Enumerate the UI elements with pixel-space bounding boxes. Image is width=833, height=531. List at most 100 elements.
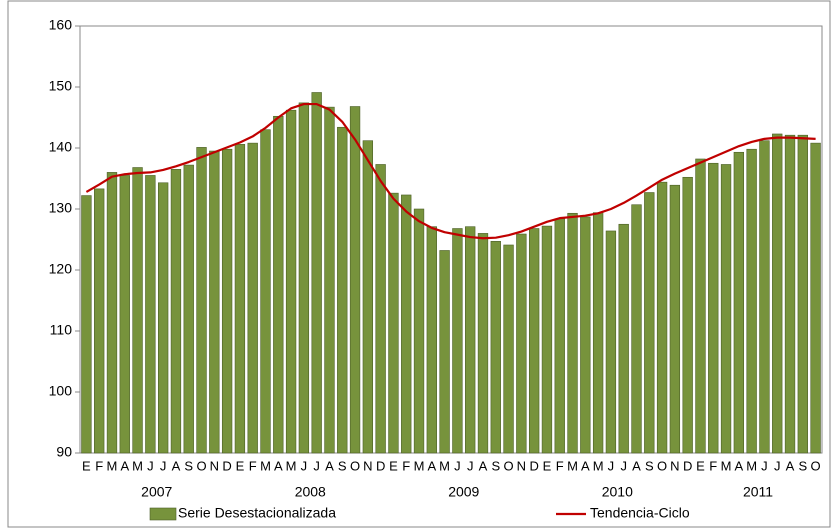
bar bbox=[221, 148, 233, 454]
x-tick-label: J bbox=[313, 458, 320, 473]
x-tick-label: M bbox=[260, 458, 271, 473]
x-tick-label: M bbox=[721, 458, 732, 473]
x-tick-label: E bbox=[543, 458, 552, 473]
bar bbox=[145, 175, 156, 454]
x-tick-label: J bbox=[608, 458, 615, 473]
trend-line bbox=[85, 102, 816, 240]
bar bbox=[106, 172, 118, 454]
y-tick-label: 110 bbox=[50, 322, 73, 338]
x-tick-label: A bbox=[786, 458, 795, 473]
year-label: 2010 bbox=[602, 484, 633, 500]
x-tick-label: F bbox=[95, 458, 103, 473]
bar bbox=[772, 133, 783, 454]
bar bbox=[618, 223, 629, 454]
x-tick-label: J bbox=[147, 458, 154, 473]
x-tick-label: N bbox=[210, 458, 219, 473]
bar bbox=[669, 184, 681, 454]
x-tick-label: J bbox=[301, 458, 308, 473]
bar bbox=[362, 140, 374, 454]
year-label: 2009 bbox=[448, 484, 479, 500]
x-tick-label: D bbox=[529, 458, 538, 473]
bar bbox=[528, 228, 540, 454]
x-tick-label: S bbox=[798, 458, 807, 473]
y-tick-label: 160 bbox=[49, 17, 73, 33]
x-tick-label: M bbox=[132, 458, 143, 473]
bar bbox=[234, 144, 246, 454]
x-tick-label: F bbox=[556, 458, 564, 473]
bar bbox=[695, 158, 706, 454]
bar bbox=[733, 151, 745, 454]
y-tick-label: 120 bbox=[49, 261, 73, 277]
bar bbox=[720, 164, 732, 454]
x-tick-label: M bbox=[593, 458, 604, 473]
bar bbox=[401, 194, 412, 454]
legend-swatch bbox=[149, 507, 177, 521]
bar bbox=[81, 195, 92, 454]
bar bbox=[541, 225, 553, 454]
bar bbox=[337, 126, 348, 454]
bar bbox=[708, 162, 719, 454]
x-tick-label: O bbox=[350, 458, 360, 473]
x-tick-label: J bbox=[620, 458, 627, 473]
x-tick-label: J bbox=[454, 458, 461, 473]
x-tick-label: A bbox=[632, 458, 641, 473]
x-tick-label: J bbox=[467, 458, 474, 473]
bar bbox=[94, 188, 105, 454]
bar bbox=[567, 212, 578, 454]
bar bbox=[183, 164, 194, 454]
x-tick-label: E bbox=[696, 458, 705, 473]
legend-label: Tendencia-Ciclo bbox=[590, 505, 690, 521]
bar bbox=[784, 134, 796, 454]
bar bbox=[759, 140, 770, 454]
x-tick-label: F bbox=[402, 458, 410, 473]
year-label: 2007 bbox=[141, 484, 172, 500]
x-tick-label: S bbox=[338, 458, 347, 473]
bar bbox=[490, 241, 501, 454]
x-tick-label: S bbox=[645, 458, 654, 473]
x-tick-label: J bbox=[761, 458, 768, 473]
x-tick-label: M bbox=[414, 458, 425, 473]
bar bbox=[260, 129, 271, 454]
x-tick-label: D bbox=[683, 458, 692, 473]
bar bbox=[580, 216, 591, 454]
x-tick-label: M bbox=[107, 458, 118, 473]
bar bbox=[273, 115, 284, 454]
x-tick-label: M bbox=[286, 458, 297, 473]
bar bbox=[644, 192, 655, 454]
x-tick-label: D bbox=[376, 458, 385, 473]
bar bbox=[170, 169, 182, 454]
y-tick-label: 140 bbox=[49, 139, 73, 155]
bar bbox=[592, 212, 604, 454]
bar bbox=[157, 182, 169, 454]
x-tick-label: N bbox=[517, 458, 526, 473]
x-tick-label: A bbox=[735, 458, 744, 473]
legend-label: Serie Desestacionalizada bbox=[178, 505, 336, 521]
x-tick-label: O bbox=[657, 458, 667, 473]
bar bbox=[285, 109, 297, 454]
bar bbox=[209, 150, 220, 454]
bar bbox=[605, 230, 617, 454]
x-tick-label: M bbox=[746, 458, 757, 473]
x-tick-label: F bbox=[249, 458, 257, 473]
x-tick-label: N bbox=[363, 458, 372, 473]
x-tick-label: D bbox=[222, 458, 231, 473]
x-tick-label: F bbox=[709, 458, 717, 473]
y-tick-label: 130 bbox=[49, 200, 73, 216]
year-label: 2008 bbox=[295, 484, 326, 500]
bar bbox=[426, 226, 437, 454]
y-tick-label: 100 bbox=[49, 383, 73, 399]
x-tick-label: E bbox=[389, 458, 398, 473]
bar bbox=[682, 176, 693, 454]
year-label: 2011 bbox=[743, 484, 773, 500]
bar bbox=[810, 142, 821, 454]
bar bbox=[298, 102, 310, 454]
x-tick-label: A bbox=[274, 458, 283, 473]
bar bbox=[452, 228, 463, 454]
x-tick-label: M bbox=[439, 458, 450, 473]
x-tick-label: O bbox=[811, 458, 821, 473]
bar bbox=[311, 92, 322, 454]
bar bbox=[656, 181, 668, 454]
x-tick-label: A bbox=[479, 458, 488, 473]
x-tick-label: E bbox=[236, 458, 245, 473]
